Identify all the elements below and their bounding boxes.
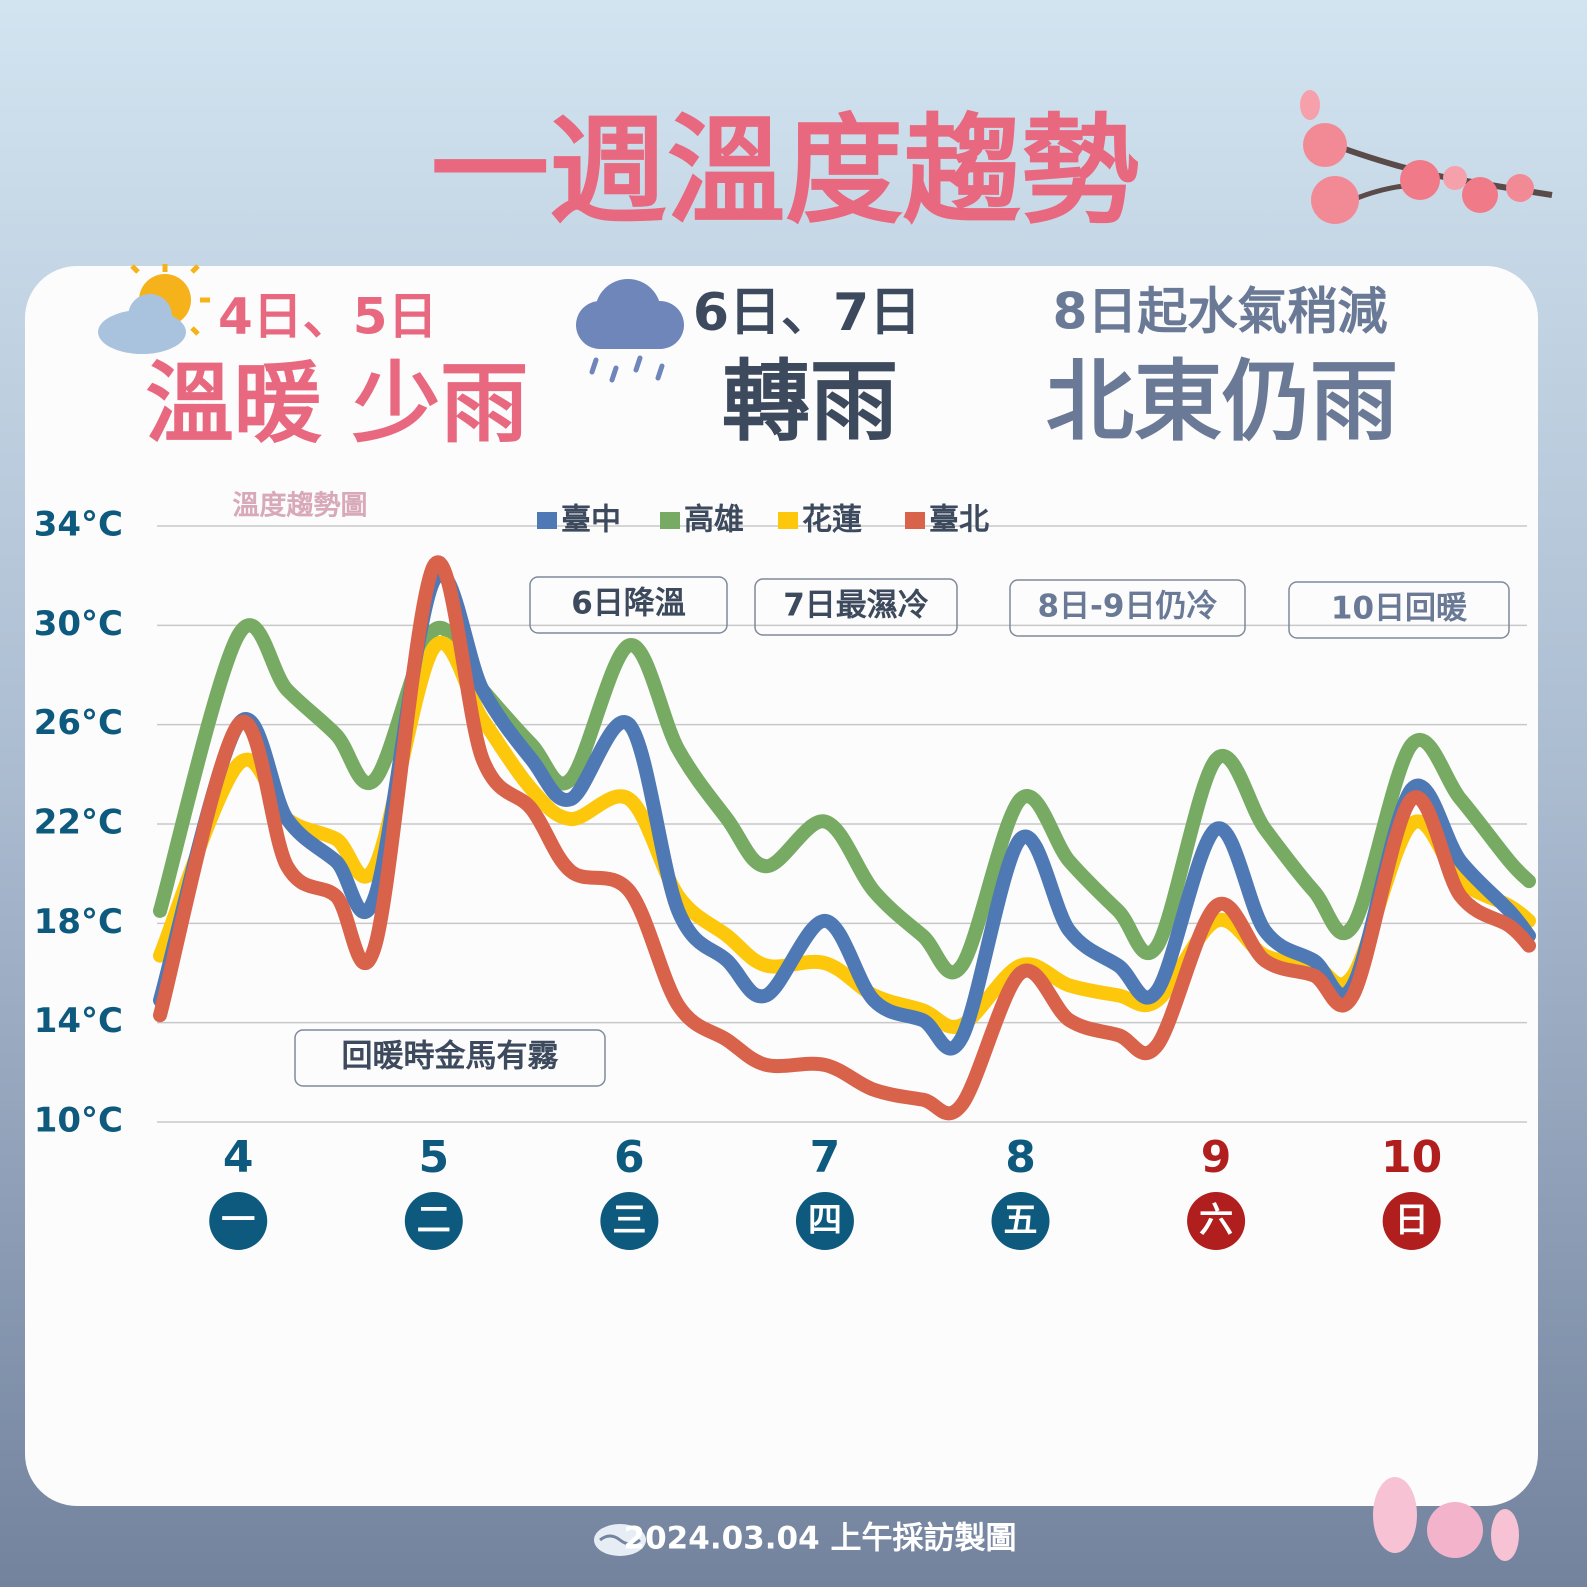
headline-date: 4日、5日: [218, 288, 438, 346]
main-title: 一週溫度趨勢: [431, 102, 1139, 240]
annotation: 回暖時金馬有霧: [342, 1039, 559, 1075]
legend-swatch: [778, 512, 798, 529]
annotation-box: [1288, 581, 1510, 639]
annotation: 6日降溫: [571, 586, 686, 622]
y-tick-label: 22°C: [34, 803, 123, 843]
weekday-label: 五: [1004, 1201, 1038, 1241]
x-tick-label: 7: [810, 1132, 841, 1183]
logo: [594, 1524, 646, 1556]
headline-date: 8日起水氣稍減: [1053, 283, 1388, 341]
y-tick-label: 14°C: [34, 1001, 123, 1041]
weekday-label: 四: [808, 1201, 842, 1241]
weekday-label: 三: [612, 1201, 646, 1241]
sun-cloud-icon: [98, 264, 210, 354]
annotation: 10日回暖: [1331, 591, 1468, 627]
headline-date: 6日、7日: [693, 283, 921, 343]
headline: 轉雨: [722, 350, 898, 453]
x-tick-label: 4: [223, 1132, 254, 1183]
annotation: 8日-9日仍冷: [1037, 589, 1217, 625]
y-tick-label: 10°C: [34, 1101, 123, 1141]
blossom-decoration: [1300, 90, 1553, 224]
x-tick-label: 6: [614, 1132, 645, 1183]
x-tick-label: 9: [1201, 1132, 1232, 1183]
legend-swatch: [905, 512, 925, 529]
series-line: [153, 618, 1536, 980]
legend-label: 臺北: [929, 503, 989, 538]
weekday-label: 一: [221, 1201, 255, 1241]
weekday-badge: [404, 1192, 463, 1250]
legend-label: 花蓮: [802, 503, 862, 538]
y-tick-label: 30°C: [34, 604, 123, 644]
legend-swatch: [537, 512, 557, 529]
headline: 溫暖 少雨: [146, 352, 529, 455]
tree-decoration: [1373, 1477, 1519, 1561]
legend-label: 高雄: [684, 503, 744, 538]
weekday-label: 六: [1199, 1201, 1233, 1241]
weekday-badge: [991, 1192, 1050, 1250]
rain-cloud-icon: [576, 279, 684, 383]
weekday-badge: [600, 1192, 659, 1250]
weekday-label: 日: [1395, 1201, 1429, 1241]
x-tick-label: 5: [418, 1132, 449, 1183]
chart-subtitle: 溫度趨勢圖: [233, 490, 368, 522]
legend-label: 臺中: [561, 503, 621, 538]
y-tick-label: 18°C: [34, 902, 123, 942]
x-tick-label: 10: [1381, 1132, 1442, 1183]
annotation: 7日最濕冷: [783, 588, 929, 624]
annotation-box: [294, 1029, 606, 1087]
weekday-badge: [1382, 1192, 1441, 1250]
annotation-box: [529, 576, 728, 634]
x-tick-label: 8: [1005, 1132, 1036, 1183]
annotation-box: [754, 578, 958, 636]
footer: 2024.03.04 上午採訪製圖: [624, 1521, 1017, 1557]
weekday-badge: [1187, 1192, 1246, 1250]
legend-swatch: [660, 512, 680, 529]
series-line: [153, 555, 1536, 1121]
weekday-badge: [209, 1192, 268, 1250]
annotation-box: [1009, 579, 1246, 637]
y-tick-label: 26°C: [34, 703, 123, 743]
card: [25, 266, 1538, 1506]
weekday-badge: [795, 1192, 854, 1250]
weekday-label: 二: [417, 1201, 451, 1241]
headline: 北東仍雨: [1046, 350, 1398, 453]
y-tick-label: 34°C: [34, 505, 123, 545]
